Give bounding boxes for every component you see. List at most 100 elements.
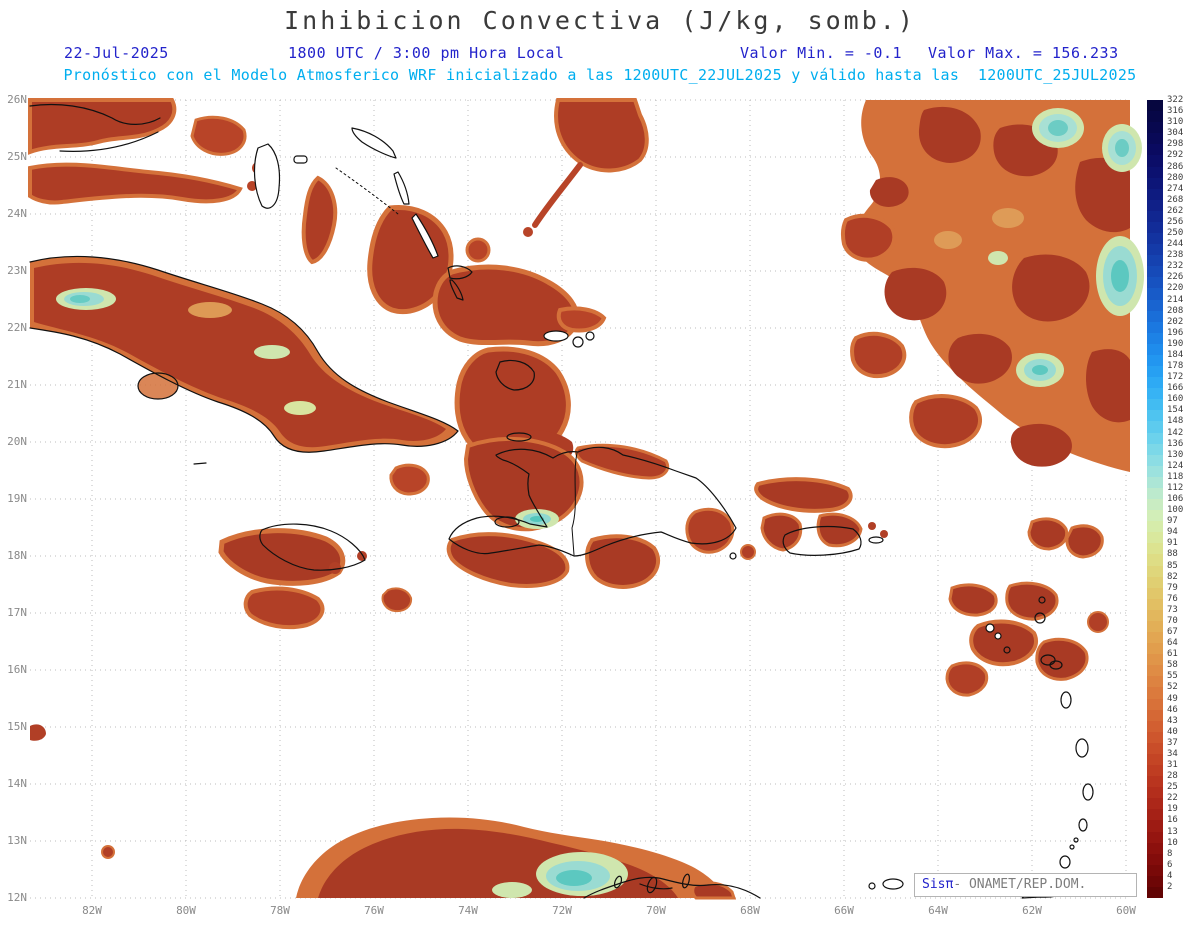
- colorbar-cell: [1147, 377, 1163, 389]
- colorbar-cell: [1147, 166, 1163, 179]
- colorbar-label: 97: [1167, 516, 1178, 527]
- colorbar-cell: [1147, 421, 1163, 433]
- colorbar-label: 43: [1167, 715, 1178, 726]
- colorbar-cell: [1147, 366, 1163, 378]
- lat-tick-label: 26N: [7, 93, 27, 106]
- lat-tick-label: 17N: [7, 606, 27, 619]
- colorbar-cell: [1147, 753, 1163, 766]
- colorbar-cell: [1147, 277, 1163, 289]
- chart-title: Inhibicion Convectiva (J/kg, somb.): [284, 6, 916, 35]
- colorbar-cell: [1147, 476, 1163, 489]
- colorbar-label: 286: [1167, 161, 1184, 172]
- colorbar-cell: [1147, 244, 1163, 256]
- lat-tick-label: 15N: [7, 720, 27, 733]
- lat-tick-label: 22N: [7, 321, 27, 334]
- lon-tick-label: 68W: [740, 904, 760, 917]
- colorbar-label: 214: [1167, 294, 1184, 305]
- colorbar-cell: [1147, 133, 1163, 145]
- colorbar-cell: [1147, 776, 1163, 788]
- colorbar-cell: [1147, 388, 1163, 400]
- colorbar-label: 172: [1167, 372, 1184, 383]
- lon-tick-label: 78W: [270, 904, 290, 917]
- lon-tick-label: 76W: [364, 904, 384, 917]
- great-inagua-coast: [495, 359, 535, 391]
- colorbar-cell: [1147, 266, 1163, 278]
- colorbar-cell: [1147, 532, 1163, 544]
- colorbar-label: 49: [1167, 693, 1178, 704]
- dominica-coast: [1060, 691, 1072, 709]
- lon-tick-label: 80W: [176, 904, 196, 917]
- colorbar-label: 19: [1167, 804, 1178, 815]
- colorbar-cell: [1147, 853, 1163, 866]
- colorbar-cell: [1147, 144, 1163, 156]
- colorbar-cell: [1147, 609, 1163, 622]
- antigua-coast: [1034, 612, 1046, 624]
- colorbar-cell: [1147, 199, 1163, 212]
- colorbar-cell: [1147, 233, 1163, 245]
- colorbar-label: 34: [1167, 748, 1178, 759]
- eleuthera-coast: [351, 127, 397, 159]
- isla-juventud-coast: [137, 372, 179, 400]
- colorbar-cell: [1147, 798, 1163, 810]
- colorbar-label: 106: [1167, 494, 1184, 504]
- colorbar-label: 67: [1167, 627, 1178, 637]
- colorbar-label: 8: [1167, 848, 1173, 859]
- colorbar-cell: [1147, 687, 1163, 699]
- colorbar-label: 154: [1167, 405, 1184, 416]
- colorbar-cell: [1147, 587, 1163, 600]
- colorbar-cell: [1147, 255, 1163, 267]
- hispaniola-coastline: [448, 446, 737, 557]
- branding-org: - ONAMET/REP.DOM.: [953, 877, 1087, 892]
- colorbar-label: 112: [1167, 482, 1184, 493]
- lon-tick-label: 72W: [552, 904, 572, 917]
- colorbar-label: 61: [1167, 649, 1178, 660]
- colorbar-label: 55: [1167, 671, 1178, 682]
- colorbar-label: 256: [1167, 216, 1184, 227]
- colorbar-label: 88: [1167, 549, 1178, 560]
- colorbar-cell: [1147, 643, 1163, 655]
- colorbar-cell: [1147, 343, 1163, 356]
- colorbar-cell: [1147, 354, 1163, 367]
- colorbar-cell: [1147, 864, 1163, 877]
- colorbar-cell: [1147, 310, 1163, 323]
- colorbar-label: 52: [1167, 682, 1178, 693]
- venezuela-coastline: [583, 876, 761, 899]
- lat-tick-label: 23N: [7, 264, 27, 277]
- colorbar-label: 118: [1167, 471, 1184, 482]
- colorbar-cell: [1147, 842, 1163, 855]
- colorbar-label: 184: [1167, 349, 1184, 360]
- lat-tick-label: 16N: [7, 663, 27, 676]
- colorbar-label: 238: [1167, 250, 1184, 261]
- colorbar-cell: [1147, 620, 1163, 633]
- colorbar-cell: [1147, 432, 1163, 445]
- gonave-coast: [494, 516, 520, 528]
- lat-tick-label: 24N: [7, 207, 27, 220]
- margarita-coast: [882, 878, 904, 890]
- colorbar-cell: [1147, 177, 1163, 190]
- colorbar-cell: [1147, 765, 1163, 777]
- colorbar-label: 160: [1167, 394, 1184, 405]
- cin-field: [28, 98, 1144, 900]
- lat-tick-label: 18N: [7, 549, 27, 562]
- colorbar-label: 4: [1167, 870, 1173, 881]
- tortuga-coast: [506, 432, 532, 442]
- forecast-note: Pronóstico con el Modelo Atmosferico WRF…: [63, 66, 1137, 84]
- colorbar-cell: [1147, 210, 1163, 223]
- colorbar-label: 178: [1167, 361, 1184, 371]
- colorbar-label: 64: [1167, 638, 1178, 649]
- colorbar-label: 310: [1167, 117, 1184, 128]
- colorbar-cell: [1147, 554, 1163, 566]
- aruba-coast: [613, 875, 623, 889]
- colorbar: 322 316 310 304 298 292 286 280 274 268 262 256 250 2…: [1147, 96, 1200, 899]
- colorbar-label: 100: [1167, 505, 1184, 516]
- colorbar-cell: [1147, 731, 1163, 744]
- lon-tick-label: 82W: [82, 904, 102, 917]
- branding-logo: Sisπ: [922, 877, 954, 892]
- colorbar-label: 316: [1167, 106, 1184, 117]
- lat-tick-label: 13N: [7, 834, 27, 847]
- colorbar-cell: [1147, 332, 1163, 345]
- colorbar-label: 250: [1167, 228, 1184, 238]
- colorbar-label: 202: [1167, 316, 1184, 327]
- colorbar-label: 40: [1167, 726, 1178, 737]
